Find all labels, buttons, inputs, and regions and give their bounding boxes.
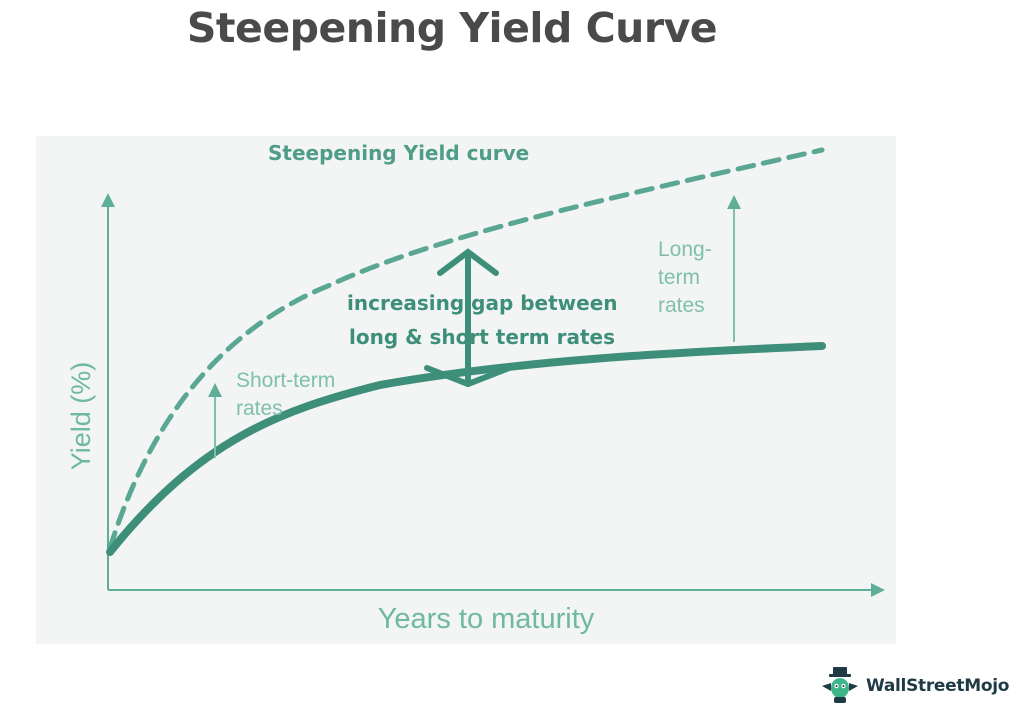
gap-double-arrow [424, 248, 512, 388]
long-term-label-line2: term [658, 266, 700, 289]
long-term-dashed-curve [107, 147, 825, 551]
x-axis-label: Years to maturity [378, 603, 595, 635]
page-title: Steepening Yield Curve [186, 4, 718, 52]
wallstreetmojo-mascot-icon [822, 667, 858, 703]
chart-title: Steepening Yield curve [268, 141, 529, 165]
long-term-label-line1: Long- [658, 238, 712, 261]
short-term-label-line2: rates [236, 397, 283, 420]
chart-panel [36, 136, 896, 644]
y-axis-label: Yield (%) [66, 362, 96, 471]
long-term-label-line3: rates [658, 294, 705, 317]
gap-label-line2: long & short term rates [349, 325, 615, 349]
short-term-solid-curve [106, 342, 826, 556]
brand-name: WallStreetMojo [866, 676, 1010, 696]
short-term-label-line1: Short-term [236, 369, 335, 392]
gap-label-line1: increasing gap between [347, 291, 618, 315]
brand-logo: WallStreetMojo [819, 666, 1009, 706]
